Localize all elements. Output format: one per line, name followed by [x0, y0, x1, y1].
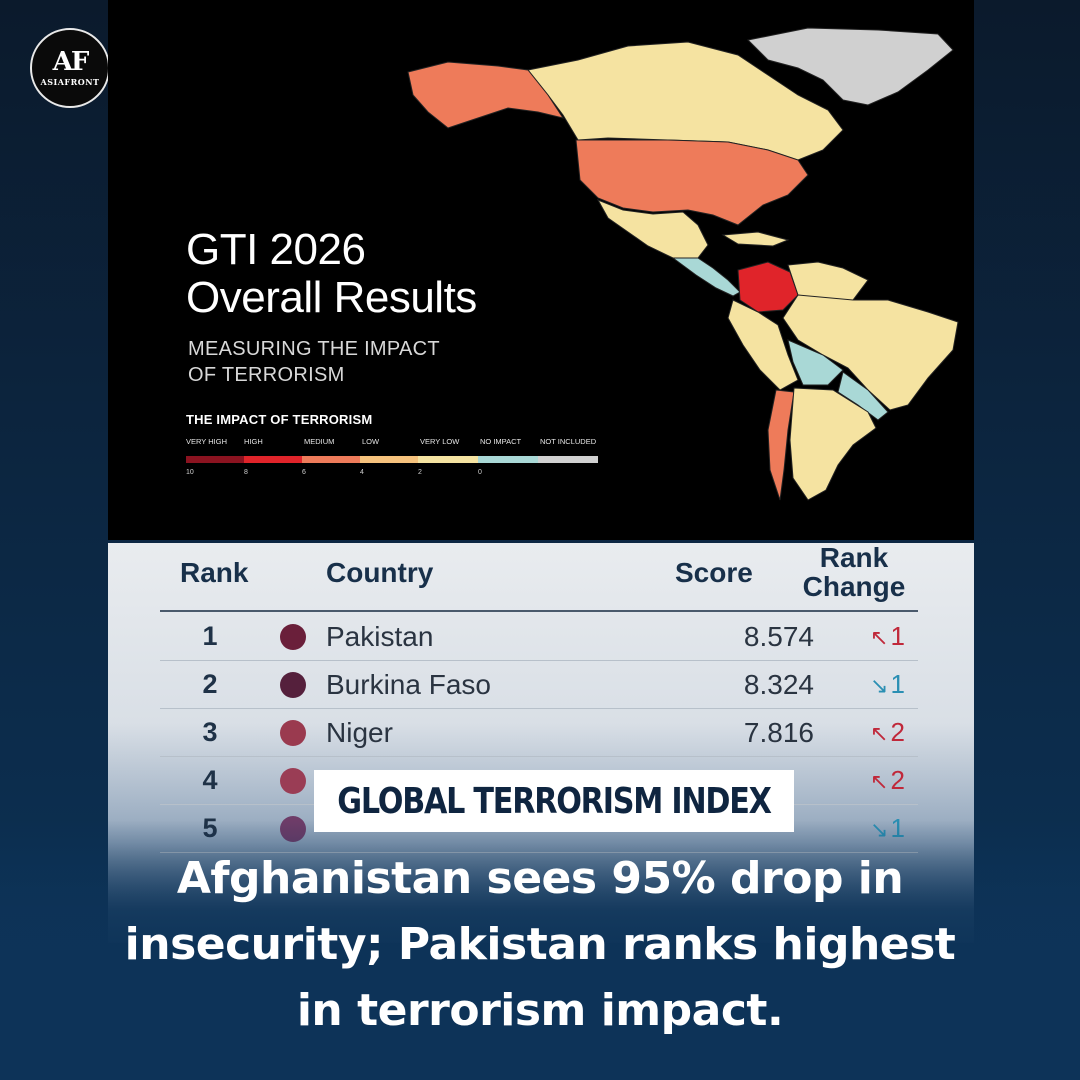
row-country: Burkina Faso — [326, 669, 491, 700]
legend-tick: 6 — [302, 469, 306, 476]
legend-tick: 4 — [360, 469, 364, 476]
map-bolivia — [787, 339, 844, 386]
index-badge: GLOBAL TERRORISM INDEX — [314, 770, 794, 832]
bottom-gradient — [0, 820, 1080, 1080]
row-color-dot — [280, 624, 306, 650]
legend-tick: 0 — [478, 469, 482, 476]
row-rank: 4 — [202, 765, 218, 795]
rank-change-arrow-icon: ↖ — [870, 721, 889, 746]
legend-labels: VERY HIGH HIGH MEDIUM LOW VERY LOW NO IM… — [186, 437, 626, 449]
legend-swatch — [302, 456, 360, 463]
map-mexico — [596, 199, 709, 259]
rank-change-value: 1 — [890, 621, 905, 651]
rank-change-arrow-icon: ↖ — [870, 625, 889, 650]
row-score: 8.574 — [743, 621, 814, 652]
legend-label: NO IMPACT — [480, 437, 522, 446]
gti-map-panel: GTI 2026 Overall Results MEASURING THE I… — [108, 0, 974, 540]
map-usa — [575, 139, 809, 226]
header-rank: Rank — [180, 557, 249, 588]
rank-change-value: 1 — [890, 669, 905, 699]
map-colombia — [737, 261, 799, 313]
map-title-line1: GTI 2026 — [186, 225, 366, 274]
map-title-line2: Overall Results — [186, 273, 477, 322]
map-alaska — [407, 61, 565, 129]
legend-label: VERY LOW — [420, 437, 460, 446]
americas-map — [407, 27, 959, 501]
legend-tick: 10 — [186, 469, 194, 476]
table-row: 3 Niger 7.816 ↖2 — [160, 709, 918, 757]
header-rank-change-line1: Rank — [819, 543, 889, 573]
index-badge-text: GLOBAL TERRORISM INDEX — [337, 780, 772, 822]
row-rank: 3 — [202, 717, 218, 747]
map-subtitle-line1: MEASURING THE IMPACT — [188, 338, 440, 360]
map-greenland — [746, 27, 954, 106]
header-divider — [160, 610, 918, 612]
legend-label: MEDIUM — [304, 437, 335, 446]
table-row: 2 Burkina Faso 8.324 ↘1 — [160, 661, 918, 709]
legend-label: NOT INCLUDED — [540, 437, 597, 446]
legend-swatch — [244, 456, 302, 463]
legend-tick: 2 — [418, 469, 422, 476]
map-peru — [727, 299, 799, 391]
header-rank-change: Rank Change — [794, 543, 914, 601]
rank-change-arrow-icon: ↖ — [870, 769, 889, 794]
legend-color-bar — [186, 456, 598, 463]
legend-swatch — [478, 456, 538, 463]
header-score: Score — [675, 557, 753, 588]
asiafront-logo: AF ASIAFRONT — [30, 28, 110, 108]
map-subtitle: MEASURING THE IMPACT OF TERRORISM — [188, 336, 440, 388]
rank-change-value: 2 — [890, 765, 905, 795]
legend-swatch — [538, 456, 598, 463]
legend-tick: 8 — [244, 469, 248, 476]
map-brazil — [782, 294, 959, 411]
logo-wordmark: ASIAFRONT — [40, 77, 100, 87]
rank-change-arrow-icon: ↘ — [870, 673, 889, 698]
row-color-dot — [280, 720, 306, 746]
legend-label: HIGH — [244, 437, 263, 446]
row-country: Pakistan — [326, 621, 434, 652]
row-rank-change: ↘1 — [870, 669, 905, 700]
map-paraguay — [837, 371, 889, 421]
headline: Afghanistan sees 95% drop in insecurity;… — [40, 846, 1040, 1044]
row-rank-change: ↖2 — [870, 765, 905, 796]
header-country: Country — [326, 557, 434, 588]
row-rank-change: ↖2 — [870, 717, 905, 748]
row-country: Niger — [326, 717, 393, 748]
legend-swatch — [186, 456, 244, 463]
legend-ticks: 10 8 6 4 2 0 — [186, 469, 606, 479]
legend-label: LOW — [362, 437, 380, 446]
row-color-dot — [280, 768, 306, 794]
map-argentina — [789, 387, 877, 501]
headline-line3: in terrorism impact. — [296, 985, 784, 1036]
legend-label: VERY HIGH — [186, 437, 227, 446]
headline-line1: Afghanistan sees 95% drop in — [176, 853, 904, 904]
row-color-dot — [280, 672, 306, 698]
row-rank: 1 — [202, 621, 218, 651]
map-venezuela — [787, 261, 869, 301]
row-rank: 2 — [202, 669, 218, 699]
legend-swatch — [418, 456, 478, 463]
header-rank-change-line2: Change — [802, 571, 906, 602]
rank-change-value: 2 — [890, 717, 905, 747]
row-score: 8.324 — [743, 669, 814, 700]
legend-swatch — [360, 456, 418, 463]
table-row: 1 Pakistan 8.574 ↖1 — [160, 613, 918, 661]
row-rank-change: ↖1 — [870, 621, 905, 652]
map-central-america — [671, 257, 741, 297]
headline-line2: insecurity; Pakistan ranks highest — [124, 919, 956, 970]
row-score: 7.816 — [743, 717, 814, 748]
map-subtitle-line2: OF TERRORISM — [188, 364, 345, 386]
logo-mark: AF — [52, 47, 90, 77]
map-caribbean — [721, 231, 790, 247]
map-title: GTI 2026 Overall Results — [186, 226, 477, 322]
legend-title: THE IMPACT OF TERRORISM — [186, 412, 373, 427]
